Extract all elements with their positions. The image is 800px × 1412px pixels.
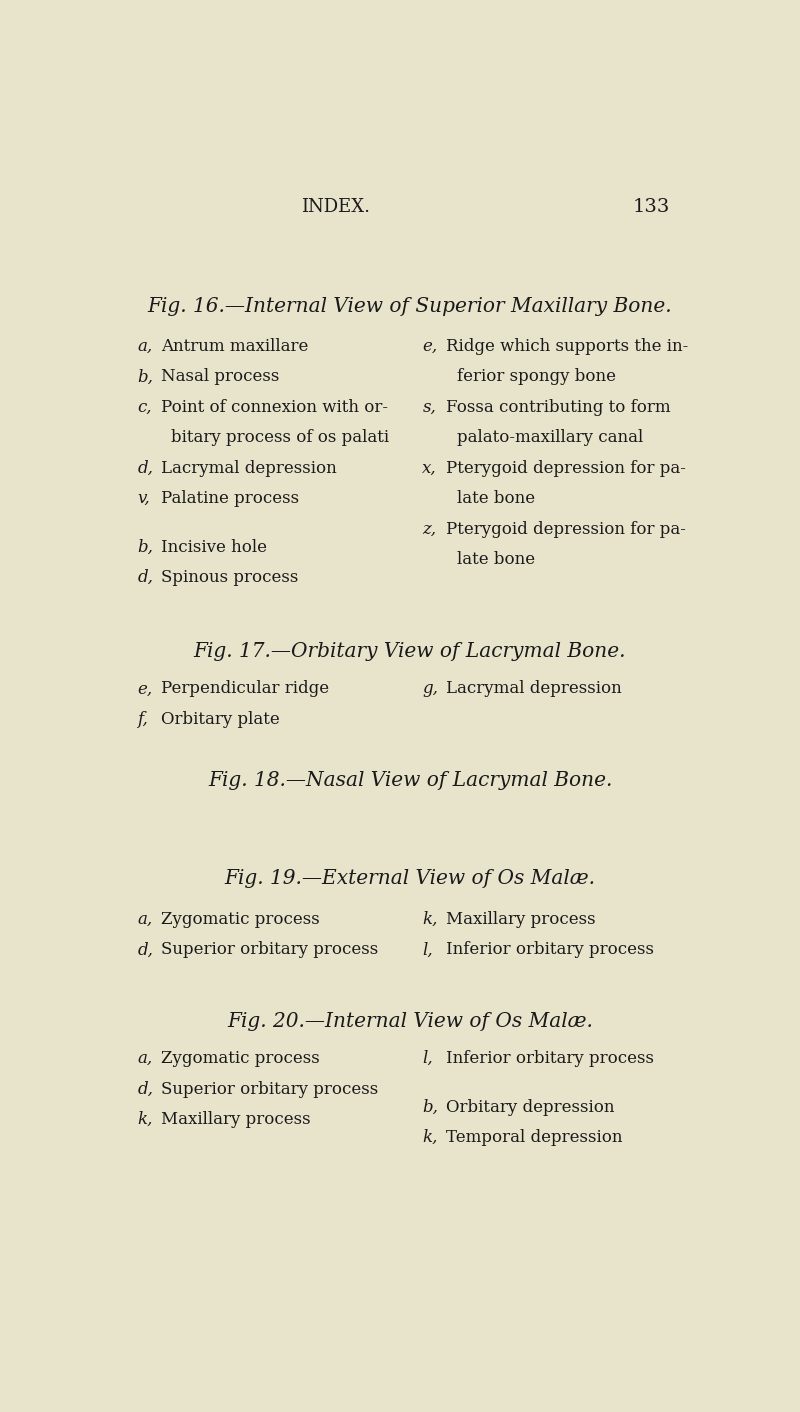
Text: ferior spongy bone: ferior spongy bone — [457, 369, 615, 385]
Text: Antrum maxillare: Antrum maxillare — [161, 337, 308, 354]
Text: Fossa contributing to form: Fossa contributing to form — [446, 398, 670, 417]
Text: k,: k, — [422, 1130, 438, 1147]
Text: f,: f, — [138, 710, 148, 727]
Text: 133: 133 — [633, 198, 670, 216]
Text: v,: v, — [138, 490, 150, 507]
Text: INDEX.: INDEX. — [301, 198, 370, 216]
Text: a,: a, — [138, 1051, 152, 1067]
Text: Orbitary plate: Orbitary plate — [161, 710, 279, 727]
Text: Palatine process: Palatine process — [161, 490, 299, 507]
Text: e,: e, — [138, 681, 152, 698]
Text: Orbitary depression: Orbitary depression — [446, 1099, 614, 1115]
Text: z,: z, — [422, 521, 437, 538]
Text: x,: x, — [422, 460, 437, 477]
Text: Lacrymal depression: Lacrymal depression — [161, 460, 337, 477]
Text: Fig. 16.—Internal View of Superior Maxillary Bone.: Fig. 16.—Internal View of Superior Maxil… — [148, 297, 672, 316]
Text: Inferior orbitary process: Inferior orbitary process — [446, 942, 654, 959]
Text: d,: d, — [138, 569, 153, 586]
Text: b,: b, — [138, 539, 153, 556]
Text: Superior orbitary process: Superior orbitary process — [161, 942, 378, 959]
Text: Fig. 19.—External View of Os Malæ.: Fig. 19.—External View of Os Malæ. — [225, 868, 595, 888]
Text: l,: l, — [422, 942, 433, 959]
Text: a,: a, — [138, 337, 152, 354]
Text: Temporal depression: Temporal depression — [446, 1130, 622, 1147]
Text: d,: d, — [138, 460, 153, 477]
Text: Lacrymal depression: Lacrymal depression — [446, 681, 622, 698]
Text: d,: d, — [138, 942, 153, 959]
Text: Pterygoid depression for pa-: Pterygoid depression for pa- — [446, 521, 686, 538]
Text: Spinous process: Spinous process — [161, 569, 298, 586]
Text: Perpendicular ridge: Perpendicular ridge — [161, 681, 329, 698]
Text: Pterygoid depression for pa-: Pterygoid depression for pa- — [446, 460, 686, 477]
Text: Ridge which supports the in-: Ridge which supports the in- — [446, 337, 688, 354]
Text: s,: s, — [422, 398, 436, 417]
Text: bitary process of os palati: bitary process of os palati — [171, 429, 390, 446]
Text: late bone: late bone — [457, 490, 534, 507]
Text: b,: b, — [422, 1099, 438, 1115]
Text: k,: k, — [422, 911, 438, 928]
Text: b,: b, — [138, 369, 153, 385]
Text: e,: e, — [422, 337, 438, 354]
Text: l,: l, — [422, 1051, 433, 1067]
Text: Fig. 20.—Internal View of Os Malæ.: Fig. 20.—Internal View of Os Malæ. — [227, 1012, 593, 1031]
Text: Zygomatic process: Zygomatic process — [161, 1051, 319, 1067]
Text: a,: a, — [138, 911, 152, 928]
Text: d,: d, — [138, 1080, 153, 1097]
Text: Fig. 18.—Nasal View of Lacrymal Bone.: Fig. 18.—Nasal View of Lacrymal Bone. — [208, 771, 612, 789]
Text: Superior orbitary process: Superior orbitary process — [161, 1080, 378, 1097]
Text: palato-maxillary canal: palato-maxillary canal — [457, 429, 642, 446]
Text: k,: k, — [138, 1111, 153, 1128]
Text: Point of connexion with or-: Point of connexion with or- — [161, 398, 388, 417]
Text: Zygomatic process: Zygomatic process — [161, 911, 319, 928]
Text: Incisive hole: Incisive hole — [161, 539, 266, 556]
Text: Maxillary process: Maxillary process — [161, 1111, 310, 1128]
Text: Maxillary process: Maxillary process — [446, 911, 595, 928]
Text: Inferior orbitary process: Inferior orbitary process — [446, 1051, 654, 1067]
Text: g,: g, — [422, 681, 438, 698]
Text: Fig. 17.—Orbitary View of Lacrymal Bone.: Fig. 17.—Orbitary View of Lacrymal Bone. — [194, 642, 626, 661]
Text: Nasal process: Nasal process — [161, 369, 279, 385]
Text: late bone: late bone — [457, 551, 534, 568]
Text: c,: c, — [138, 398, 152, 417]
